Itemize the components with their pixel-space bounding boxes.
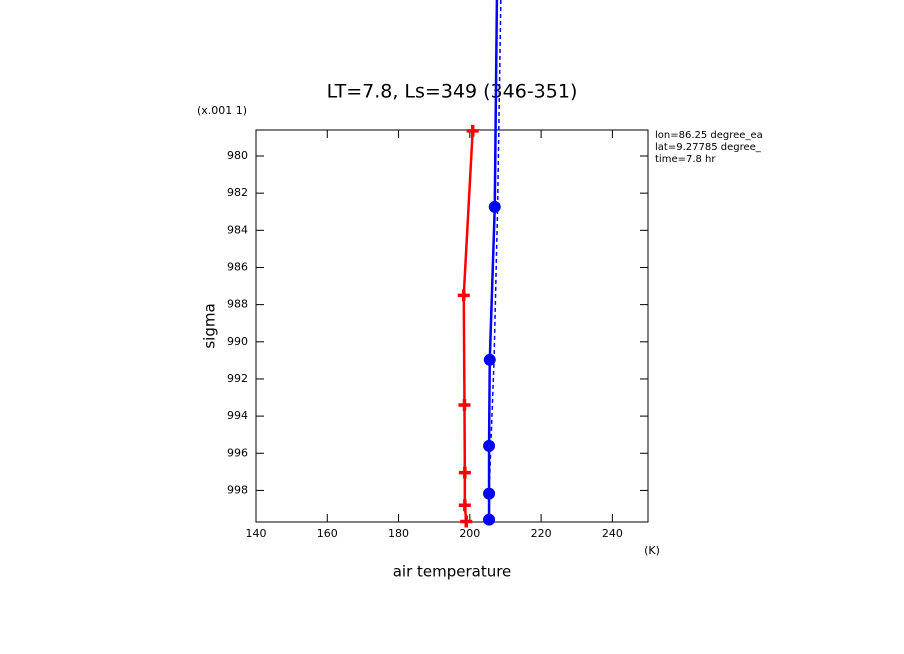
series-line [462,130,474,522]
info-text: lon=86.25 degree_ea [655,130,763,141]
point-marker [460,515,473,528]
point-marker [488,200,501,213]
y-tick-label: 996 [227,446,248,459]
x-tick-label: 160 [317,527,338,540]
y-axis-label: sigma [201,303,219,348]
point-marker [458,398,471,411]
point-marker [483,439,496,452]
y-tick-label: 984 [227,223,248,236]
x-tick-label: 240 [602,527,623,540]
y-tick-label: 994 [227,409,248,422]
y-tick-label: 990 [227,335,248,348]
point-marker [457,289,470,302]
series-line [488,0,502,520]
x-tick-label: 180 [388,527,409,540]
chart-title: LT=7.8, Ls=349 (346-351) [327,81,578,103]
info-text: time=7.8 hr [655,154,716,165]
x-tick-label: 140 [246,527,267,540]
y-tick-label: 986 [227,260,248,273]
point-marker [483,353,496,366]
x-unit: (K) [644,544,660,557]
x-axis-label: air temperature [393,563,512,581]
x-tick-label: 200 [459,527,480,540]
y-tick-label: 982 [227,186,248,199]
x-tick-label: 220 [531,527,552,540]
plot-frame [255,129,649,523]
point-marker [458,466,471,479]
point-marker [458,499,471,512]
y-multiplier: (x.001 1) [197,104,247,117]
y-tick-label: 980 [227,149,248,162]
point-marker [466,124,479,137]
info-text: lat=9.27785 degree_ [655,142,762,153]
y-tick-label: 998 [227,483,248,496]
y-tick-label: 992 [227,372,248,385]
y-tick-label: 988 [227,298,248,311]
